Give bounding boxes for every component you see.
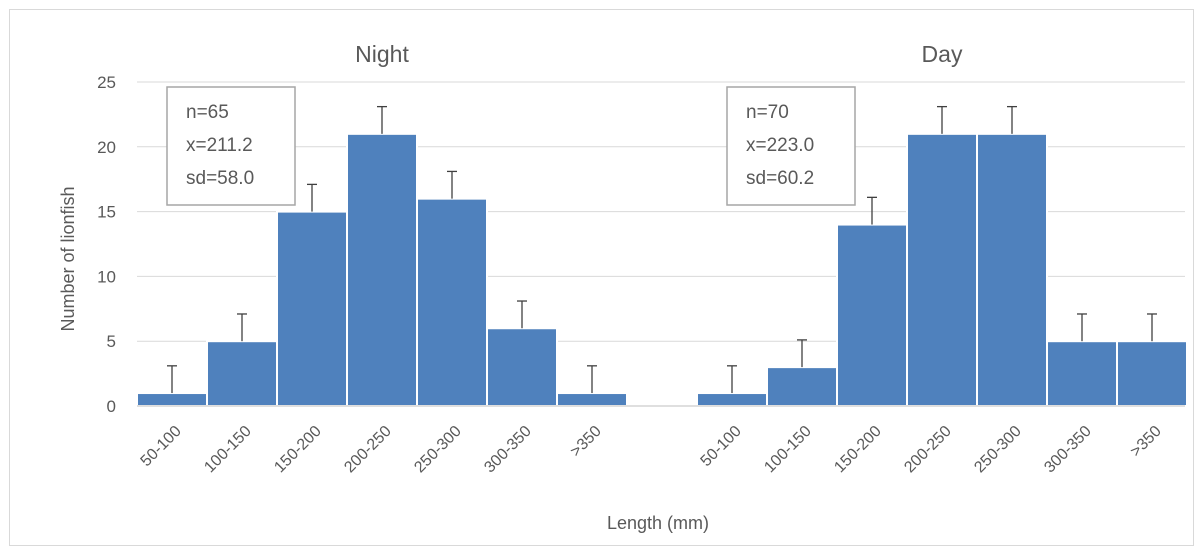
bar [1116,340,1188,408]
bar [696,392,768,408]
stat-text: n=65 [186,102,229,123]
y-axis-label: Number of lionfish [58,186,78,331]
stat-text: n=70 [746,102,789,123]
stat-box [166,86,296,206]
bars [136,132,1188,408]
stat-text: x=223.0 [746,135,814,156]
bar [906,132,978,407]
bar [766,366,838,407]
bar [976,132,1048,407]
stat-text: sd=60.2 [746,168,814,189]
panel-titles: Night Day [355,41,963,67]
bar [1046,340,1118,408]
y-tick-label: 10 [97,267,116,286]
bar [346,132,418,407]
stat-text: sd=58.0 [186,168,254,189]
panel-title: Night [355,41,409,67]
bar [136,392,208,408]
x-axis-label: Length (mm) [607,513,709,533]
y-tick-label: 0 [107,397,116,416]
y-tick-label: 20 [97,138,116,157]
y-axis-ticks: 0 5 10 15 20 25 [97,73,116,416]
bar [486,327,558,407]
error-bars [167,105,1157,394]
bar [556,392,628,408]
stat-text: x=211.2 [186,135,253,156]
bar [836,223,908,407]
y-tick-label: 25 [97,73,116,92]
y-tick-label: 15 [97,203,116,222]
y-tick-label: 5 [107,332,116,351]
bar [276,210,348,407]
stat-box [726,86,856,206]
bar [416,197,488,407]
panel-title: Day [922,41,963,67]
stat-boxes: n=65 x=211.2 sd=58.0 n=70 x=223.0 sd=60.2 [166,86,856,206]
bar [206,340,278,408]
